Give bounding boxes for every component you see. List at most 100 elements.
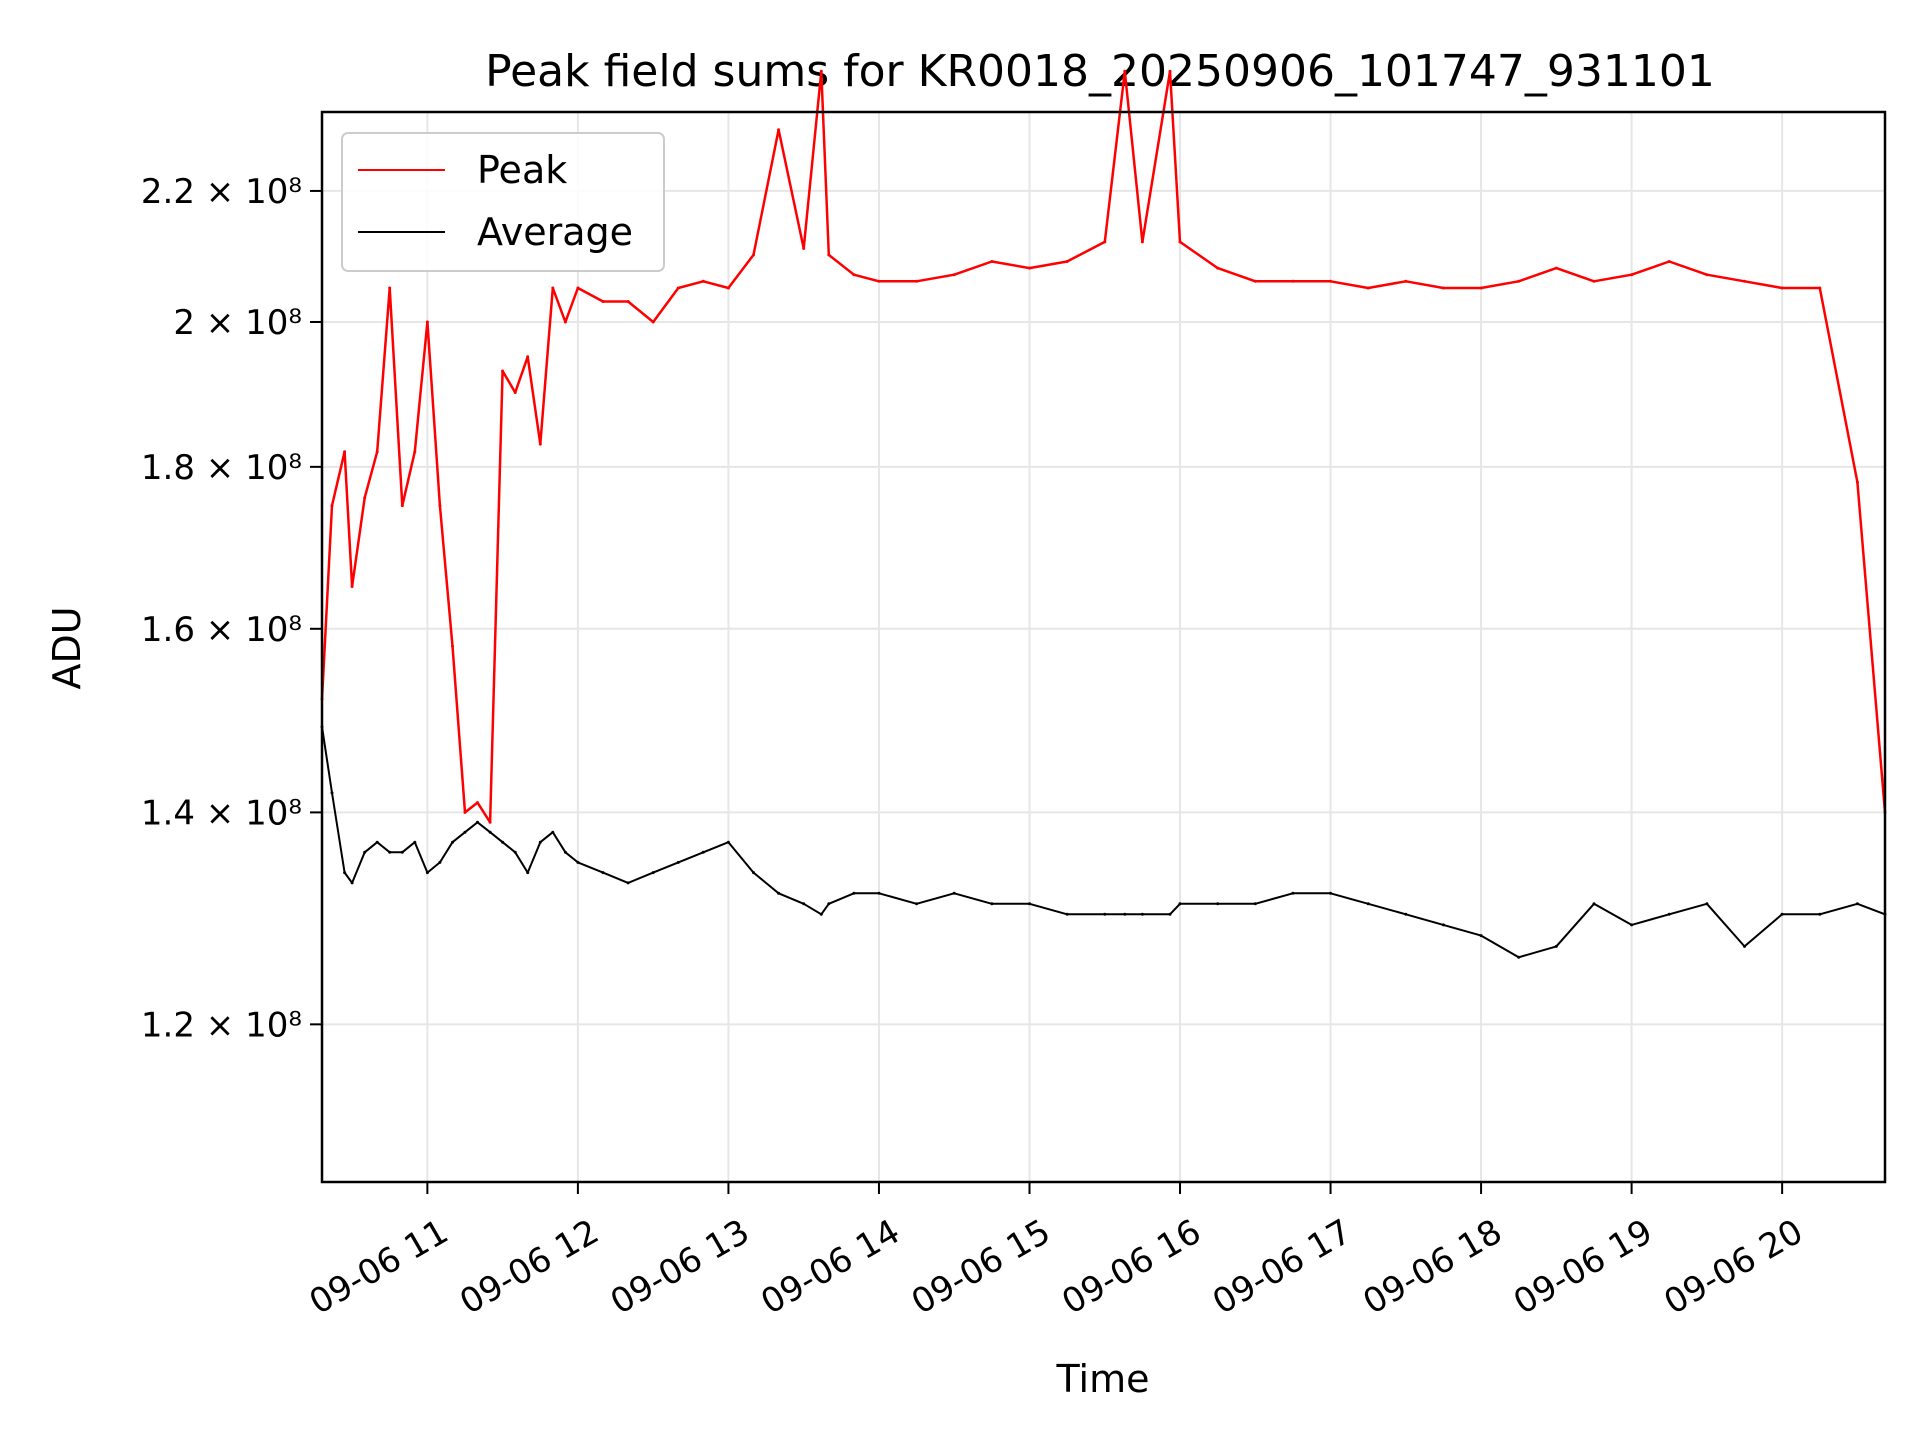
- data-point-average: [476, 820, 479, 824]
- y-axis: 1.2 × 10⁸ 1.4 × 10⁸ 1.6 × 10⁸ 1.8 × 10⁸ 2 × …: [141, 172, 322, 1045]
- data-point-average: [1855, 902, 1859, 906]
- data-point-peak: [1329, 279, 1332, 283]
- data-point-peak: [375, 450, 379, 454]
- data-point-average: [526, 871, 530, 875]
- data-point-average: [1554, 944, 1558, 948]
- data-point-peak: [438, 504, 442, 508]
- data-point-peak: [363, 496, 367, 500]
- data-point-peak: [1404, 279, 1408, 283]
- data-point-peak: [451, 644, 454, 648]
- data-point-average: [701, 850, 705, 854]
- data-point-average: [802, 902, 806, 906]
- data-point-peak: [1818, 286, 1822, 290]
- data-point-peak: [413, 450, 417, 454]
- data-point-peak: [1855, 480, 1859, 484]
- data-point-peak: [576, 286, 580, 290]
- data-point-average: [1705, 902, 1709, 906]
- data-point-peak: [350, 585, 354, 588]
- y-axis-label: ADU: [45, 606, 89, 689]
- data-point-average: [576, 860, 580, 864]
- data-point-average: [1667, 912, 1671, 916]
- legend-label-peak: Peak: [477, 148, 567, 192]
- data-point-average: [1479, 934, 1483, 938]
- data-point-average: [877, 891, 881, 895]
- data-point-average: [1140, 912, 1144, 916]
- data-point-average: [551, 830, 555, 834]
- data-point-average: [1743, 944, 1746, 948]
- data-point-average: [438, 860, 442, 864]
- data-point-peak: [343, 450, 347, 454]
- data-point-average: [343, 871, 347, 875]
- y-tick-label: 2.2 × 10⁸: [141, 172, 302, 212]
- data-point-average: [363, 850, 367, 854]
- data-point-average: [1780, 912, 1784, 916]
- data-point-peak: [626, 300, 630, 303]
- data-point-average: [827, 902, 831, 906]
- data-point-average: [1178, 902, 1182, 906]
- data-point-peak: [852, 273, 856, 277]
- data-point-peak: [1592, 279, 1596, 283]
- series-layer: [320, 69, 1887, 959]
- data-point-peak: [501, 369, 505, 373]
- data-point-peak: [1705, 273, 1709, 277]
- data-point-peak: [601, 300, 605, 303]
- data-point-average: [819, 912, 823, 916]
- data-point-average: [1216, 902, 1220, 906]
- data-point-peak: [990, 260, 994, 263]
- data-point-average: [626, 881, 630, 885]
- y-tick-label: 1.2 × 10⁸: [141, 1005, 302, 1045]
- data-point-peak: [1441, 286, 1445, 290]
- data-point-peak: [777, 128, 781, 132]
- data-point-peak: [563, 320, 567, 324]
- y-tick-label: 2 × 10⁸: [173, 303, 302, 343]
- data-point-average: [990, 902, 994, 906]
- data-point-peak: [1517, 279, 1521, 283]
- data-point-average: [1253, 902, 1257, 906]
- data-point-average: [388, 850, 392, 854]
- data-point-average: [1028, 902, 1031, 906]
- data-point-peak: [701, 279, 705, 283]
- data-point-peak: [676, 286, 680, 290]
- data-point-average: [1441, 923, 1445, 927]
- data-point-peak: [952, 273, 956, 277]
- data-point-peak: [330, 504, 334, 508]
- y-tick-label: 1.8 × 10⁸: [141, 448, 302, 488]
- data-point-peak: [425, 320, 429, 324]
- data-point-peak: [651, 320, 655, 324]
- data-point-average: [350, 881, 354, 885]
- data-point-peak: [1140, 240, 1144, 244]
- data-point-average: [1168, 912, 1172, 916]
- data-point-average: [513, 850, 517, 854]
- data-point-peak: [1065, 260, 1069, 263]
- data-point-peak: [1168, 69, 1172, 73]
- data-point-average: [1818, 912, 1822, 916]
- data-point-peak: [1554, 266, 1558, 270]
- data-point-average: [1123, 912, 1127, 916]
- data-point-average: [915, 902, 919, 906]
- data-point-peak: [400, 504, 404, 508]
- data-point-peak: [1028, 266, 1031, 270]
- data-point-average: [463, 830, 467, 834]
- data-point-average: [538, 840, 542, 844]
- data-point-average: [1329, 891, 1332, 895]
- data-point-peak: [1667, 260, 1671, 263]
- data-point-peak: [463, 810, 467, 814]
- data-point-average: [1592, 902, 1596, 906]
- data-point-peak: [1743, 279, 1746, 283]
- y-tick-label: 1.4 × 10⁸: [141, 793, 302, 833]
- x-axis-label: Time: [1056, 1357, 1150, 1401]
- y-tick-label: 1.6 × 10⁸: [141, 610, 302, 650]
- data-point-peak: [388, 286, 392, 290]
- data-point-peak: [488, 820, 492, 824]
- data-point-peak: [819, 69, 823, 73]
- data-point-peak: [915, 279, 919, 283]
- data-point-average: [777, 891, 781, 895]
- data-point-average: [601, 871, 605, 875]
- legend-label-average: Average: [477, 210, 633, 254]
- data-point-peak: [1780, 286, 1784, 290]
- data-point-average: [488, 830, 492, 834]
- series-line-average: [321, 726, 1886, 959]
